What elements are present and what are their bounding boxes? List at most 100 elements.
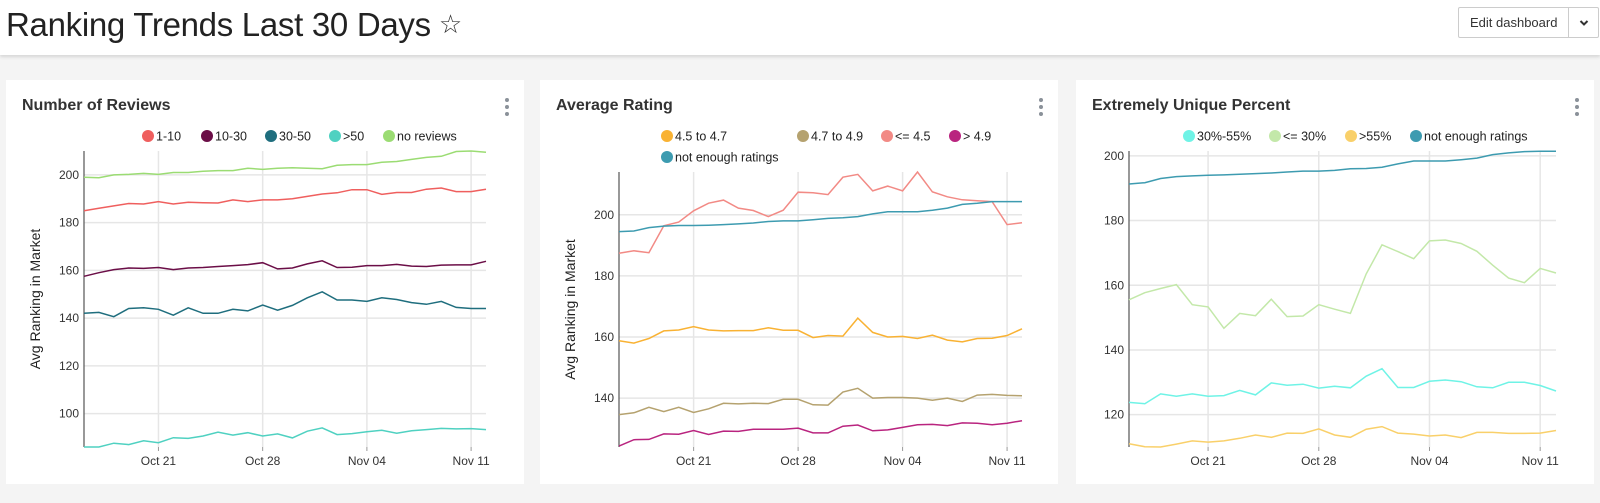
y-tick-label: 120 bbox=[59, 359, 79, 373]
legend-label: not enough ratings bbox=[1424, 130, 1528, 144]
series-line-<= 4.5[interactable] bbox=[618, 170, 1023, 255]
y-tick-label: 100 bbox=[59, 407, 79, 421]
y-tick-label: 160 bbox=[1104, 278, 1124, 292]
x-tick-label: Nov 04 bbox=[348, 454, 386, 468]
dashboard-header: Ranking Trends Last 30 Days ☆ Edit dashbo… bbox=[0, 0, 1600, 55]
series-line-1-10[interactable] bbox=[83, 187, 487, 212]
edit-dashboard-dropdown-button[interactable] bbox=[1568, 8, 1598, 37]
y-tick-label: 140 bbox=[59, 311, 79, 325]
star-outline-icon[interactable]: ☆ bbox=[438, 9, 462, 39]
legend-item[interactable]: 4.5 to 4.7 bbox=[661, 130, 727, 144]
x-tick-label: Oct 28 bbox=[1301, 454, 1337, 468]
y-tick-label: 140 bbox=[1104, 343, 1124, 357]
chart-card-average-rating: 140 160 180 200 Oct 21 Oct 28 Nov 04 Nov 11 Avg … bbox=[540, 80, 1058, 484]
y-tick-label: 200 bbox=[59, 168, 79, 182]
x-tick-label: Oct 28 bbox=[245, 454, 281, 468]
y-tick-label: 200 bbox=[594, 208, 614, 222]
x-tick-label: Nov 11 bbox=[1522, 454, 1559, 468]
legend-item[interactable]: 30%-55% bbox=[1183, 130, 1251, 144]
series-line-4.7 to 4.9[interactable] bbox=[618, 387, 1023, 416]
legend-label: > 4.9 bbox=[963, 130, 991, 144]
legend-swatch-icon bbox=[661, 130, 673, 142]
legend-swatch-icon bbox=[949, 130, 961, 142]
legend-item[interactable]: 30-50 bbox=[265, 130, 311, 144]
y-tick-label: 120 bbox=[1104, 408, 1124, 422]
legend-label: 30-50 bbox=[279, 130, 311, 144]
legend-item[interactable]: >50 bbox=[329, 130, 364, 144]
y-axis-label: Avg Ranking in Market bbox=[562, 239, 578, 380]
more-options-icon[interactable] bbox=[1038, 98, 1044, 116]
legend-swatch-icon bbox=[1183, 130, 1195, 142]
legend-swatch-icon bbox=[201, 130, 213, 142]
legend-item[interactable]: not enough ratings bbox=[661, 151, 779, 165]
page-title-text: Ranking Trends Last 30 Days bbox=[6, 6, 431, 43]
line-chart: 120 140 160 180 200 Oct 21 Oct 28 Nov 04 Nov 11 3… bbox=[1104, 130, 1559, 469]
series-line-not enough ratings[interactable] bbox=[1128, 150, 1556, 185]
card-title: Number of Reviews bbox=[22, 97, 171, 114]
line-chart: 140 160 180 200 Oct 21 Oct 28 Nov 04 Nov 11 Avg … bbox=[562, 130, 1026, 469]
legend-swatch-icon bbox=[265, 130, 277, 142]
y-tick-label: 200 bbox=[1104, 149, 1124, 163]
x-tick-label: Oct 21 bbox=[676, 454, 712, 468]
series-line-<= 30%[interactable] bbox=[1128, 239, 1557, 330]
y-tick-label: 180 bbox=[1104, 214, 1124, 228]
card-title: Extremely Unique Percent bbox=[1092, 97, 1291, 114]
legend-swatch-icon bbox=[329, 130, 341, 142]
series-line-10-30[interactable] bbox=[83, 260, 487, 278]
legend-item[interactable]: 4.7 to 4.9 bbox=[797, 130, 863, 144]
series-line-30-50[interactable] bbox=[83, 290, 486, 318]
y-tick-label: 160 bbox=[59, 263, 79, 277]
y-tick-label: 160 bbox=[594, 330, 614, 344]
legend-swatch-icon bbox=[661, 151, 673, 163]
legend-label: not enough ratings bbox=[675, 151, 779, 165]
edit-dashboard-button-group: Edit dashboard bbox=[1458, 7, 1600, 38]
page-title: Ranking Trends Last 30 Days ☆ bbox=[6, 6, 462, 44]
legend-swatch-icon bbox=[142, 130, 154, 142]
more-options-icon[interactable] bbox=[504, 98, 510, 116]
legend-item[interactable]: not enough ratings bbox=[1410, 130, 1528, 144]
legend-label: 30%-55% bbox=[1197, 130, 1251, 144]
legend-item[interactable]: no reviews bbox=[383, 130, 457, 144]
edit-dashboard-button[interactable]: Edit dashboard bbox=[1470, 15, 1558, 30]
x-tick-label: Nov 11 bbox=[989, 454, 1026, 468]
legend-label: <= 30% bbox=[1283, 130, 1326, 144]
more-options-icon[interactable] bbox=[1574, 98, 1580, 116]
legend-item[interactable]: > 4.9 bbox=[949, 130, 991, 144]
legend-label: >50 bbox=[343, 130, 364, 144]
series-line-> 4.9[interactable] bbox=[618, 419, 1023, 447]
series-line-30%-55%[interactable] bbox=[1128, 367, 1557, 405]
legend-label: 1-10 bbox=[156, 130, 181, 144]
card-title: Average Rating bbox=[556, 97, 673, 114]
x-tick-label: Nov 11 bbox=[453, 454, 490, 468]
legend-label: <= 4.5 bbox=[895, 130, 930, 144]
legend-swatch-icon bbox=[1269, 130, 1281, 142]
series-line->55%[interactable] bbox=[1128, 425, 1557, 448]
x-tick-label: Oct 28 bbox=[780, 454, 816, 468]
legend-item[interactable]: 10-30 bbox=[201, 130, 247, 144]
series-line-no reviews[interactable] bbox=[83, 150, 487, 179]
legend-swatch-icon bbox=[797, 130, 809, 142]
series-line-not enough ratings[interactable] bbox=[618, 200, 1022, 233]
legend-label: 4.5 to 4.7 bbox=[675, 130, 727, 144]
x-tick-label: Nov 04 bbox=[1410, 454, 1448, 468]
legend-swatch-icon bbox=[881, 130, 893, 142]
series-line->50[interactable] bbox=[84, 427, 487, 448]
legend-swatch-icon bbox=[1410, 130, 1422, 142]
y-tick-label: 140 bbox=[594, 391, 614, 405]
line-chart: 100 120 140 160 180 200 Oct 21 Oct 28 Nov 04 Nov … bbox=[27, 130, 490, 469]
series-line-4.5 to 4.7[interactable] bbox=[618, 316, 1023, 344]
x-tick-label: Oct 21 bbox=[1190, 454, 1226, 468]
legend-item[interactable]: <= 4.5 bbox=[881, 130, 930, 144]
legend-swatch-icon bbox=[1345, 130, 1357, 142]
x-tick-label: Oct 21 bbox=[141, 454, 177, 468]
y-tick-label: 180 bbox=[594, 269, 614, 283]
legend-item[interactable]: >55% bbox=[1345, 130, 1391, 144]
legend-item[interactable]: <= 30% bbox=[1269, 130, 1326, 144]
legend-item[interactable]: 1-10 bbox=[142, 130, 181, 144]
legend-label: 4.7 to 4.9 bbox=[811, 130, 863, 144]
x-tick-label: Nov 04 bbox=[884, 454, 922, 468]
chart-card-number-of-reviews: 100 120 140 160 180 200 Oct 21 Oct 28 Nov 04 Nov … bbox=[6, 80, 524, 484]
legend-label: 10-30 bbox=[215, 130, 247, 144]
legend-swatch-icon bbox=[383, 130, 395, 142]
legend-label: >55% bbox=[1359, 130, 1391, 144]
